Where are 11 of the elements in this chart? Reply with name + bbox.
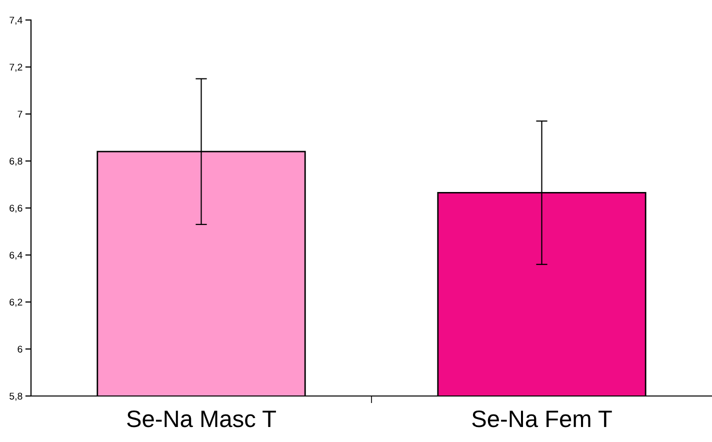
- y-tick-label: 6,2: [10, 298, 22, 307]
- y-tick-label: 6: [18, 346, 22, 353]
- x-tick-label: Se-Na Fem T: [472, 410, 612, 428]
- y-tick-label: 7: [18, 110, 22, 118]
- x-tick-label: Se-Na Masc T: [127, 410, 276, 428]
- y-tick-label: 6,8: [10, 158, 22, 166]
- y-tick-label: 7,2: [10, 64, 22, 72]
- y-tick-label: 6,6: [10, 204, 22, 213]
- y-tick-label: 7,4: [10, 16, 22, 25]
- y-tick-label: 6,4: [10, 252, 22, 260]
- y-tick-label: 5,8: [10, 392, 22, 401]
